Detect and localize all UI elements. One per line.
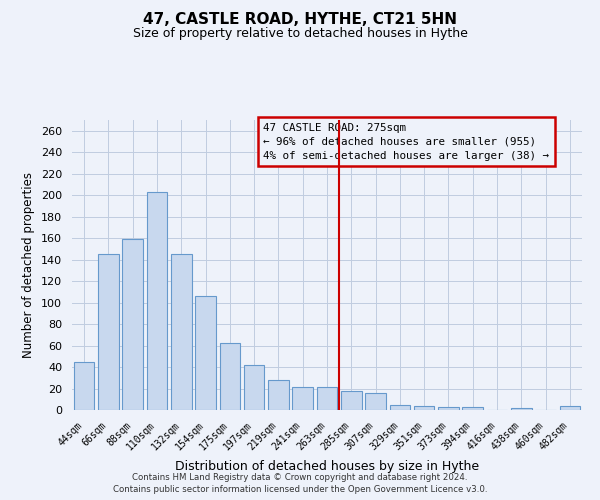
- Bar: [74, 362, 94, 410]
- Bar: [463, 407, 483, 410]
- Bar: [341, 390, 362, 410]
- X-axis label: Distribution of detached houses by size in Hythe: Distribution of detached houses by size …: [175, 460, 479, 473]
- Text: Contains HM Land Registry data © Crown copyright and database right 2024.: Contains HM Land Registry data © Crown c…: [132, 474, 468, 482]
- Text: 47, CASTLE ROAD, HYTHE, CT21 5HN: 47, CASTLE ROAD, HYTHE, CT21 5HN: [143, 12, 457, 28]
- Bar: [171, 254, 191, 410]
- Bar: [268, 380, 289, 410]
- Bar: [195, 296, 216, 410]
- Y-axis label: Number of detached properties: Number of detached properties: [22, 172, 35, 358]
- Bar: [220, 344, 240, 410]
- Bar: [389, 404, 410, 410]
- Bar: [511, 408, 532, 410]
- Bar: [146, 192, 167, 410]
- Bar: [317, 388, 337, 410]
- Bar: [98, 254, 119, 410]
- Bar: [292, 388, 313, 410]
- Bar: [365, 393, 386, 410]
- Bar: [560, 406, 580, 410]
- Bar: [438, 407, 459, 410]
- Bar: [244, 365, 265, 410]
- Bar: [414, 406, 434, 410]
- Text: Size of property relative to detached houses in Hythe: Size of property relative to detached ho…: [133, 28, 467, 40]
- Text: 47 CASTLE ROAD: 275sqm
← 96% of detached houses are smaller (955)
4% of semi-det: 47 CASTLE ROAD: 275sqm ← 96% of detached…: [263, 123, 549, 161]
- Text: Contains public sector information licensed under the Open Government Licence v3: Contains public sector information licen…: [113, 485, 487, 494]
- Bar: [122, 239, 143, 410]
